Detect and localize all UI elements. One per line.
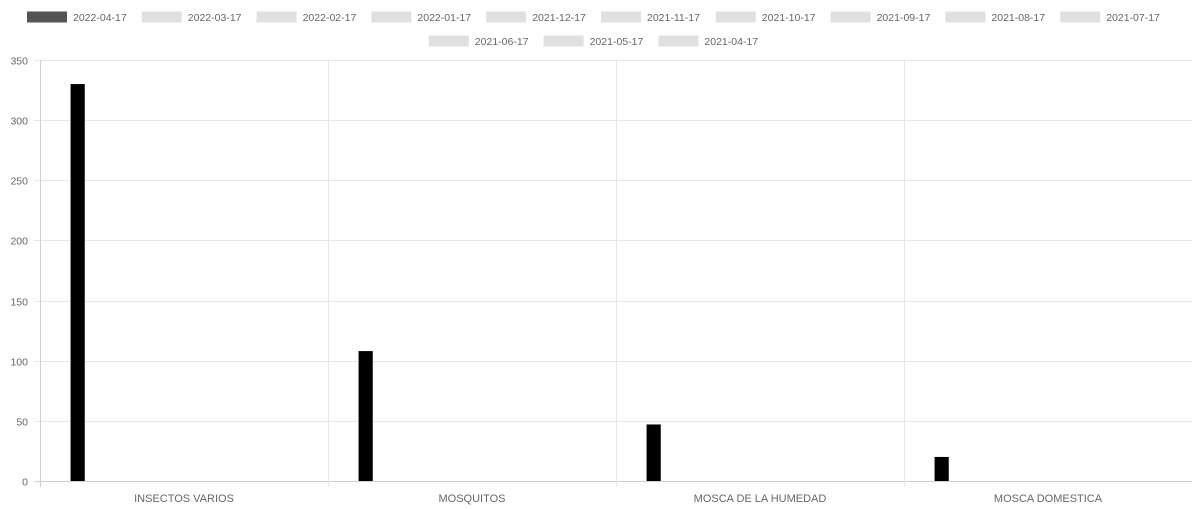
- bar-2022-04-17-MOSQUITOS[interactable]: [358, 351, 373, 481]
- legend-swatch: [141, 11, 182, 23]
- legend-label: 2021-06-17: [475, 36, 529, 48]
- legend-item-2022-04-17[interactable]: 2022-04-17: [27, 11, 127, 25]
- legend-item-2021-10-17[interactable]: 2021-10-17: [715, 11, 816, 25]
- chart-legend: 2022-04-17 2022-03-17 2022-02-17 2022-01-17…: [27, 11, 1160, 49]
- legend-label: 2021-04-17: [704, 36, 758, 48]
- x-axis: INSECTOS VARIOS MOSQUITOS MOSCA DE LA HUME…: [134, 493, 1103, 505]
- legend-item-2022-03-17[interactable]: 2022-03-17: [141, 11, 242, 25]
- y-tick-label: 150: [10, 297, 28, 309]
- legend-item-2021-12-17[interactable]: 2021-12-17: [486, 11, 586, 25]
- legend-swatch: [1060, 11, 1101, 23]
- bar-2022-04-17-MOSCA DOMESTICA[interactable]: [934, 456, 949, 481]
- legend-label: 2022-02-17: [303, 12, 357, 24]
- legend-swatch: [658, 35, 699, 47]
- legend-item-2021-06-17[interactable]: 2021-06-17: [428, 35, 529, 49]
- y-tick-label: 300: [10, 116, 28, 128]
- legend-label: 2021-07-17: [1106, 12, 1160, 24]
- legend-item-2021-07-17[interactable]: 2021-07-17: [1060, 11, 1160, 25]
- legend-label: 2021-12-17: [532, 12, 586, 24]
- legend-label: 2022-01-17: [417, 12, 471, 24]
- legend-swatch: [256, 11, 297, 23]
- y-tick-label: 100: [10, 357, 28, 369]
- y-tick-label: 0: [22, 477, 28, 489]
- legend-swatch: [830, 11, 871, 23]
- legend-item-2022-02-17[interactable]: 2022-02-17: [256, 11, 357, 25]
- legend-swatch: [428, 35, 469, 47]
- legend-item-2021-09-17[interactable]: 2021-09-17: [830, 11, 931, 25]
- legend-label: 2022-04-17: [73, 12, 127, 24]
- legend-swatch: [715, 11, 756, 23]
- legend-swatch: [945, 11, 986, 23]
- legend-item-2021-04-17[interactable]: 2021-04-17: [658, 35, 758, 49]
- x-tick-label: INSECTOS VARIOS: [134, 493, 234, 505]
- y-tick-label: 250: [10, 176, 28, 188]
- legend-label: 2021-08-17: [991, 12, 1045, 24]
- legend-item-2021-08-17[interactable]: 2021-08-17: [945, 11, 1045, 25]
- legend-swatch: [601, 11, 641, 23]
- legend-label: 2021-10-17: [762, 12, 816, 24]
- bar-2022-04-17-INSECTOS VARIOS[interactable]: [70, 84, 85, 482]
- y-tick-label: 350: [10, 56, 28, 68]
- legend-label: 2021-09-17: [877, 12, 931, 24]
- y-axis: 0 50 100 150 200 250 300 350: [10, 56, 28, 489]
- legend-swatch: [27, 11, 67, 23]
- y-tick-label: 200: [10, 236, 28, 248]
- legend-item-2021-05-17[interactable]: 2021-05-17: [543, 35, 644, 49]
- x-tick-label: MOSQUITOS: [438, 493, 505, 505]
- legend-label: 2022-03-17: [188, 12, 242, 24]
- y-tick-label: 50: [16, 417, 28, 429]
- legend-label: 2021-05-17: [590, 36, 644, 48]
- legend-item-2021-11-17[interactable]: 2021-11-17: [601, 11, 700, 25]
- legend-swatch: [543, 35, 584, 47]
- chart-bars: [70, 84, 949, 482]
- legend-swatch: [486, 11, 527, 23]
- chart-grid: [34, 60, 1192, 487]
- legend-item-2022-01-17[interactable]: 2022-01-17: [371, 11, 471, 25]
- legend-swatch: [371, 11, 412, 23]
- bar-2022-04-17-MOSCA DE LA HUMEDAD[interactable]: [646, 424, 661, 481]
- legend-label: 2021-11-17: [647, 12, 700, 24]
- x-tick-label: MOSCA DOMESTICA: [994, 493, 1103, 505]
- x-tick-label: MOSCA DE LA HUMEDAD: [694, 493, 827, 505]
